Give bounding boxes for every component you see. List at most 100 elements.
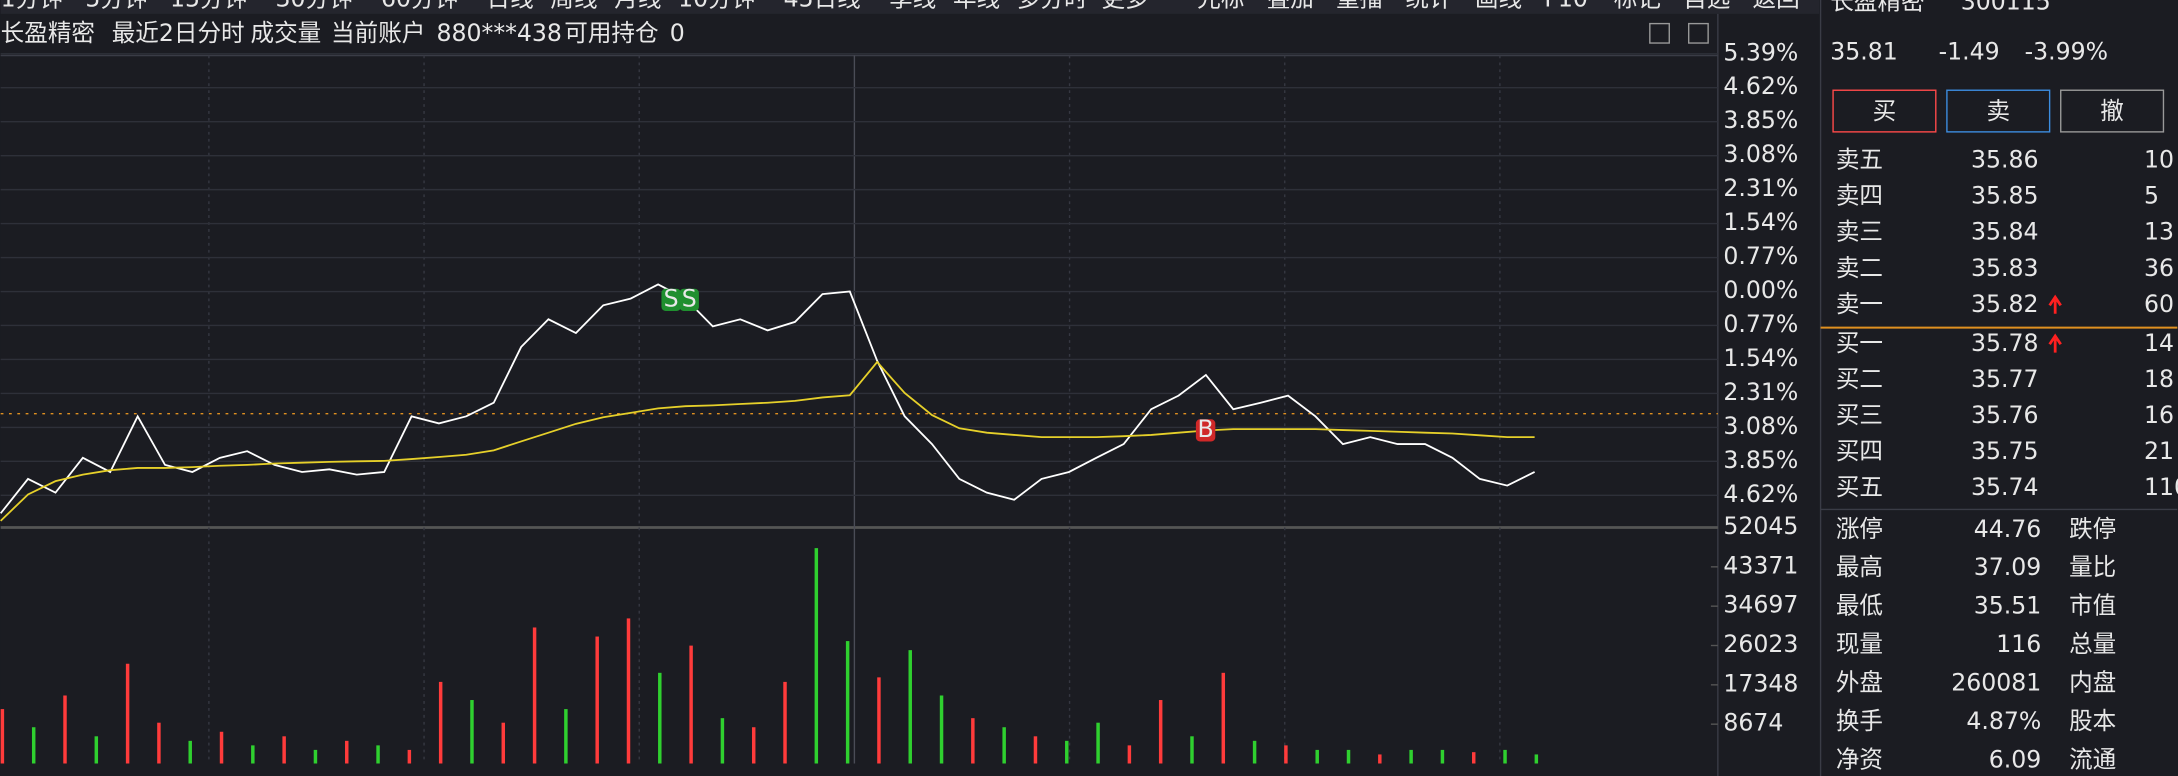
y-tick-label: 2.31%	[1723, 378, 1798, 406]
stat-label: 净资	[1836, 746, 1883, 774]
y-tick-label: 34697	[1723, 591, 1798, 619]
up-arrow	[2048, 294, 2062, 314]
volume-bar	[1158, 700, 1163, 764]
book-volume: 60	[2144, 290, 2174, 318]
volume-bar	[720, 718, 725, 764]
tool-button[interactable]: 统计	[1406, 0, 1453, 13]
volume-bar	[1284, 745, 1288, 764]
tab[interactable]: 30分钟	[276, 0, 353, 13]
volume-bar	[1346, 749, 1351, 764]
tab[interactable]: 5分钟	[85, 0, 147, 13]
last-price: 35.81	[1830, 37, 1898, 65]
tool-button[interactable]: 返回	[1753, 0, 1800, 13]
book-volume: 10	[2144, 146, 2174, 174]
volume-bar	[313, 749, 318, 764]
tool-button[interactable]: 光标	[1197, 0, 1244, 13]
icon[interactable]	[1688, 22, 1709, 44]
book-label: 买一	[1836, 329, 1883, 357]
volume-bar	[658, 672, 662, 764]
tab[interactable]: 季线	[889, 0, 936, 13]
icon[interactable]	[1649, 22, 1670, 44]
trade-marker	[679, 288, 699, 311]
book-volume: 18	[2144, 365, 2174, 393]
tool-button[interactable]: 标记	[1614, 0, 1661, 13]
volume-bar	[219, 731, 224, 764]
volume-bar	[125, 663, 130, 764]
info-position: 0	[670, 19, 685, 47]
volume-bar	[1127, 745, 1132, 764]
book-volume: 13	[2144, 218, 2174, 246]
stat-label: 跌停	[2069, 515, 2116, 543]
volume-bar	[1190, 736, 1194, 764]
change: -1.49	[1939, 37, 2000, 65]
volume-bar	[1503, 749, 1507, 764]
book-label: 卖一	[1836, 290, 1883, 318]
average-line	[0, 360, 1535, 522]
price-line	[0, 283, 1536, 514]
volume-bar	[0, 709, 5, 764]
trade-button[interactable]	[1832, 89, 1937, 133]
stat-label: 最高	[1836, 553, 1883, 581]
volume-bar	[908, 650, 912, 764]
tab[interactable]: 年线	[953, 0, 1000, 13]
tab-bar	[0, 0, 1820, 14]
tool-button[interactable]: 重播	[1336, 0, 1383, 13]
tool-button[interactable]: F10	[1544, 0, 1588, 13]
book-price: 35.77	[1971, 365, 2039, 393]
tab[interactable]: 15分钟	[170, 0, 247, 13]
tab[interactable]: 更多	[1101, 0, 1148, 13]
stat-value: 116	[1996, 630, 2041, 658]
volume-bar	[1534, 754, 1539, 764]
tab[interactable]: 周线	[550, 0, 597, 13]
stat-label: 流通	[2069, 746, 2116, 774]
tab[interactable]: 多分时	[1017, 0, 1088, 13]
tab[interactable]: 45日线	[784, 0, 861, 13]
y-tick-label: 2.31%	[1723, 174, 1798, 202]
volume-bar	[345, 740, 349, 764]
book-price: 35.83	[1971, 254, 2039, 282]
tool-button[interactable]: 叠加	[1267, 0, 1314, 13]
volume-bar	[1378, 754, 1382, 764]
up-arrow	[2048, 333, 2062, 353]
book-label: 买五	[1836, 473, 1883, 501]
volume-bar	[157, 722, 161, 764]
y-tick-label: 0.77%	[1723, 310, 1798, 338]
stat-label: 现量	[1836, 630, 1883, 658]
stat-label: 总量	[2069, 630, 2116, 658]
tab[interactable]: 日线	[487, 0, 534, 13]
volume-bar	[971, 718, 975, 764]
tab[interactable]: 10分钟	[678, 0, 755, 13]
tool-button[interactable]: 自选	[1683, 0, 1730, 13]
tab[interactable]: 60分钟	[381, 0, 458, 13]
stat-value: 35.51	[1974, 592, 2042, 620]
info-account-label: 当前账户	[331, 19, 425, 47]
book-label: 卖四	[1836, 182, 1883, 210]
trade-button[interactable]	[2060, 89, 2165, 133]
book-volume: 21	[2144, 437, 2174, 465]
stat-label: 换手	[1836, 707, 1883, 735]
volume-bar	[188, 740, 192, 764]
tab[interactable]: 月线	[614, 0, 661, 13]
trade-button[interactable]	[1946, 89, 2051, 133]
trade-marker	[661, 288, 681, 311]
trade-button-label[interactable]: 买	[1873, 97, 1897, 125]
book-label: 买四	[1836, 437, 1883, 465]
y-tick-label: 8674	[1723, 709, 1783, 737]
volume-bar	[376, 745, 380, 764]
book-price: 35.76	[1971, 401, 2039, 429]
y-tick-label: 0.00%	[1723, 276, 1798, 304]
trade-button-label[interactable]: 撤	[2100, 97, 2124, 125]
trade-button-label[interactable]: 卖	[1986, 97, 2010, 125]
volume-bar	[626, 618, 631, 764]
y-tick-label: 3.85%	[1723, 446, 1798, 474]
stock-code: 300115	[1961, 0, 2051, 15]
trade-marker	[1195, 419, 1216, 442]
info-account: 880***438	[437, 19, 562, 47]
tab[interactable]: 1分钟	[1, 0, 63, 13]
book-label: 买二	[1836, 365, 1883, 393]
tool-button[interactable]: 画线	[1475, 0, 1522, 13]
y-tick-label: 1.54%	[1723, 344, 1798, 372]
volume-bar	[407, 749, 412, 764]
y-tick-label: 3.08%	[1723, 140, 1798, 168]
y-tick-label: 17348	[1723, 669, 1798, 697]
